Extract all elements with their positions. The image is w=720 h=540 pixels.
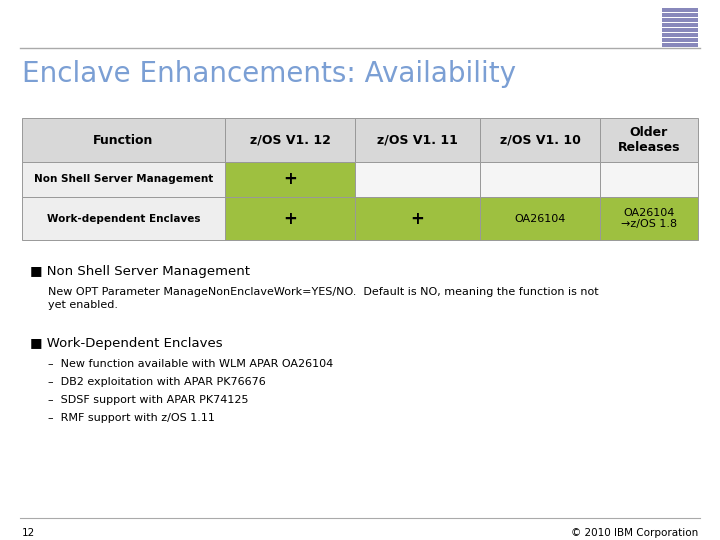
Text: –  SDSF support with APAR PK74125: – SDSF support with APAR PK74125 xyxy=(48,395,248,405)
Text: –  DB2 exploitation with APAR PK76676: – DB2 exploitation with APAR PK76676 xyxy=(48,377,266,387)
Text: ■ Non Shell Server Management: ■ Non Shell Server Management xyxy=(30,265,250,278)
Text: z/OS V1. 11: z/OS V1. 11 xyxy=(377,133,458,146)
Bar xyxy=(662,43,698,46)
Text: OA26104
→z/OS 1.8: OA26104 →z/OS 1.8 xyxy=(621,208,677,230)
Text: +: + xyxy=(283,171,297,188)
Text: –  RMF support with z/OS 1.11: – RMF support with z/OS 1.11 xyxy=(48,413,215,423)
Text: +: + xyxy=(410,210,424,227)
Bar xyxy=(355,118,480,162)
Text: Enclave Enhancements: Availability: Enclave Enhancements: Availability xyxy=(22,60,516,88)
Text: Function: Function xyxy=(94,133,153,146)
Bar xyxy=(480,162,600,197)
Bar xyxy=(355,197,480,240)
Bar xyxy=(662,33,698,37)
Bar xyxy=(662,8,698,11)
Bar xyxy=(662,23,698,26)
Bar xyxy=(662,18,698,22)
Text: © 2010 IBM Corporation: © 2010 IBM Corporation xyxy=(571,528,698,538)
Bar xyxy=(225,197,355,240)
Bar xyxy=(600,162,698,197)
Bar xyxy=(600,118,698,162)
Bar xyxy=(480,197,600,240)
Text: Work-dependent Enclaves: Work-dependent Enclaves xyxy=(47,213,200,224)
Text: Non Shell Server Management: Non Shell Server Management xyxy=(34,174,213,185)
Text: New OPT Parameter ManageNonEnclaveWork=YES/NO.  Default is NO, meaning the funct: New OPT Parameter ManageNonEnclaveWork=Y… xyxy=(48,287,598,310)
Bar xyxy=(22,197,225,240)
Bar xyxy=(480,118,600,162)
Bar xyxy=(600,197,698,240)
Text: –  New function available with WLM APAR OA26104: – New function available with WLM APAR O… xyxy=(48,359,333,369)
Bar xyxy=(662,13,698,17)
Bar xyxy=(355,162,480,197)
Bar xyxy=(22,118,225,162)
Text: z/OS V1. 12: z/OS V1. 12 xyxy=(250,133,330,146)
Bar xyxy=(225,118,355,162)
Bar xyxy=(225,162,355,197)
Text: ■ Work-Dependent Enclaves: ■ Work-Dependent Enclaves xyxy=(30,337,222,350)
Bar xyxy=(662,38,698,42)
Text: z/OS V1. 10: z/OS V1. 10 xyxy=(500,133,580,146)
Bar xyxy=(662,28,698,31)
Bar xyxy=(22,162,225,197)
Text: +: + xyxy=(283,210,297,227)
Text: 12: 12 xyxy=(22,528,35,538)
Text: Older
Releases: Older Releases xyxy=(618,126,680,154)
Text: OA26104: OA26104 xyxy=(514,213,566,224)
